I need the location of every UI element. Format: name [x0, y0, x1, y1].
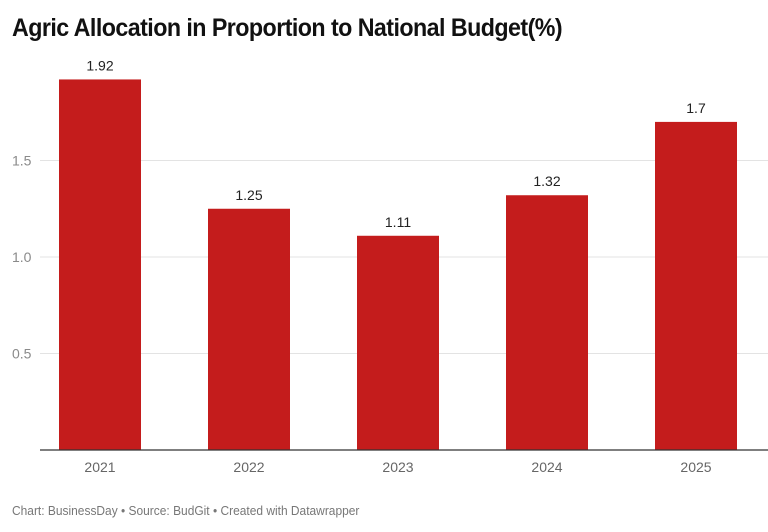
- chart-footer: Chart: BusinessDay • Source: BudGit • Cr…: [12, 503, 360, 518]
- chart-title: Agric Allocation in Proportion to Nation…: [12, 14, 563, 42]
- y-tick-label: 1.0: [12, 249, 32, 265]
- data-label: 1.7: [686, 100, 706, 116]
- data-label: 1.25: [235, 187, 262, 203]
- data-labels: 1.92 1.25 1.11 1.32 1.7: [86, 57, 706, 229]
- data-label: 1.11: [385, 214, 411, 230]
- bars: [59, 79, 737, 451]
- x-tick-label: 2022: [233, 459, 264, 475]
- x-tick-label: 2024: [531, 459, 562, 475]
- bar-2022: [208, 208, 290, 450]
- bar-2025: [655, 121, 737, 451]
- bar-chart: 0.51.01.5 1.921.251.111.321.7 2021 2022 20…: [12, 57, 768, 475]
- x-tick-label: 2023: [382, 459, 413, 475]
- x-tick-label: 2021: [84, 459, 115, 475]
- bar-2021: [59, 79, 141, 450]
- data-label: 1.32: [533, 173, 560, 189]
- bar-2023: [357, 235, 439, 450]
- x-axis-ticks: 2021 2022 2023 2024 2025: [84, 459, 711, 475]
- y-tick-label: 0.5: [12, 346, 32, 362]
- y-tick-label: 1.5: [12, 153, 32, 169]
- bar-2024: [506, 195, 588, 450]
- data-label: 1.92: [86, 57, 113, 73]
- x-tick-label: 2025: [680, 459, 711, 475]
